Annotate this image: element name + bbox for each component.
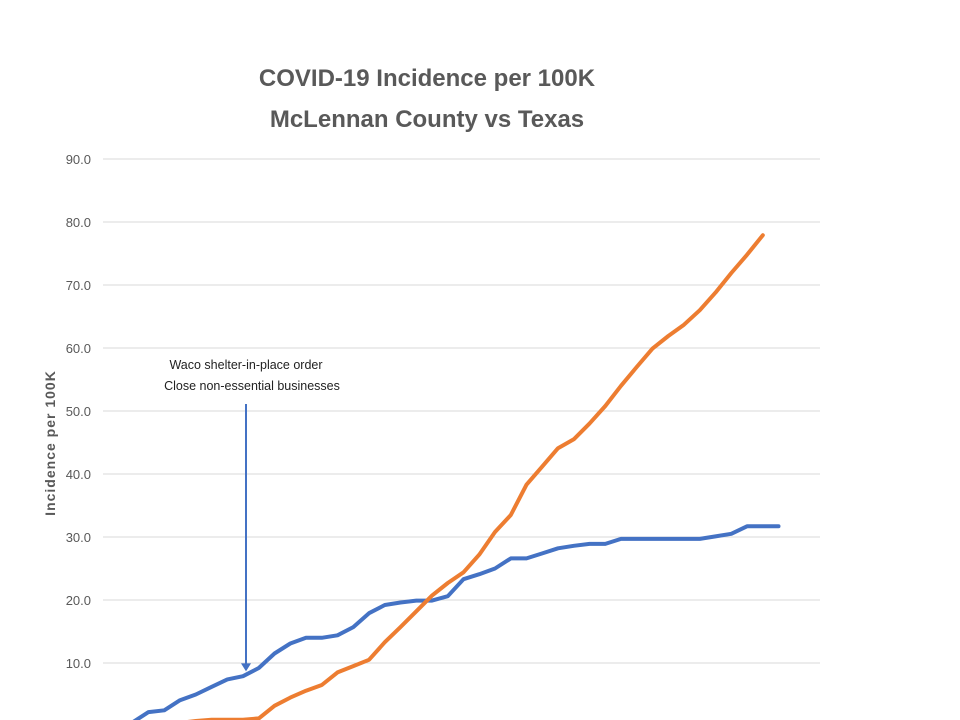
y-tick-label: 20.0	[66, 593, 91, 608]
y-tick-label: 50.0	[66, 404, 91, 419]
y-tick-label: 80.0	[66, 215, 91, 230]
annotation-line1: Waco shelter-in-place order	[169, 358, 322, 372]
series-line-1	[132, 524, 781, 720]
annotation-line2: Close non-essential businesses	[164, 379, 340, 393]
series-lines	[132, 233, 781, 720]
y-tick-label: 40.0	[66, 467, 91, 482]
chart-title-line2: McLennan County vs Texas	[270, 106, 584, 133]
gridlines	[103, 158, 820, 664]
y-tick-labels: 90.0 80.0 70.0 60.0 50.0 40.0 30.0 20.0 10.0	[66, 152, 91, 671]
y-tick-label: 90.0	[66, 152, 91, 167]
y-tick-label: 30.0	[66, 530, 91, 545]
annotation-arrow-head	[241, 663, 251, 672]
chart-title-line1: COVID-19 Incidence per 100K	[259, 65, 596, 92]
y-tick-label: 70.0	[66, 278, 91, 293]
series-line-2	[187, 233, 765, 720]
annotation: Waco shelter-in-place order Close non-es…	[164, 358, 340, 672]
y-axis-label: Incidence per 100K	[42, 370, 58, 516]
y-tick-label: 10.0	[66, 656, 91, 671]
y-tick-label: 60.0	[66, 341, 91, 356]
